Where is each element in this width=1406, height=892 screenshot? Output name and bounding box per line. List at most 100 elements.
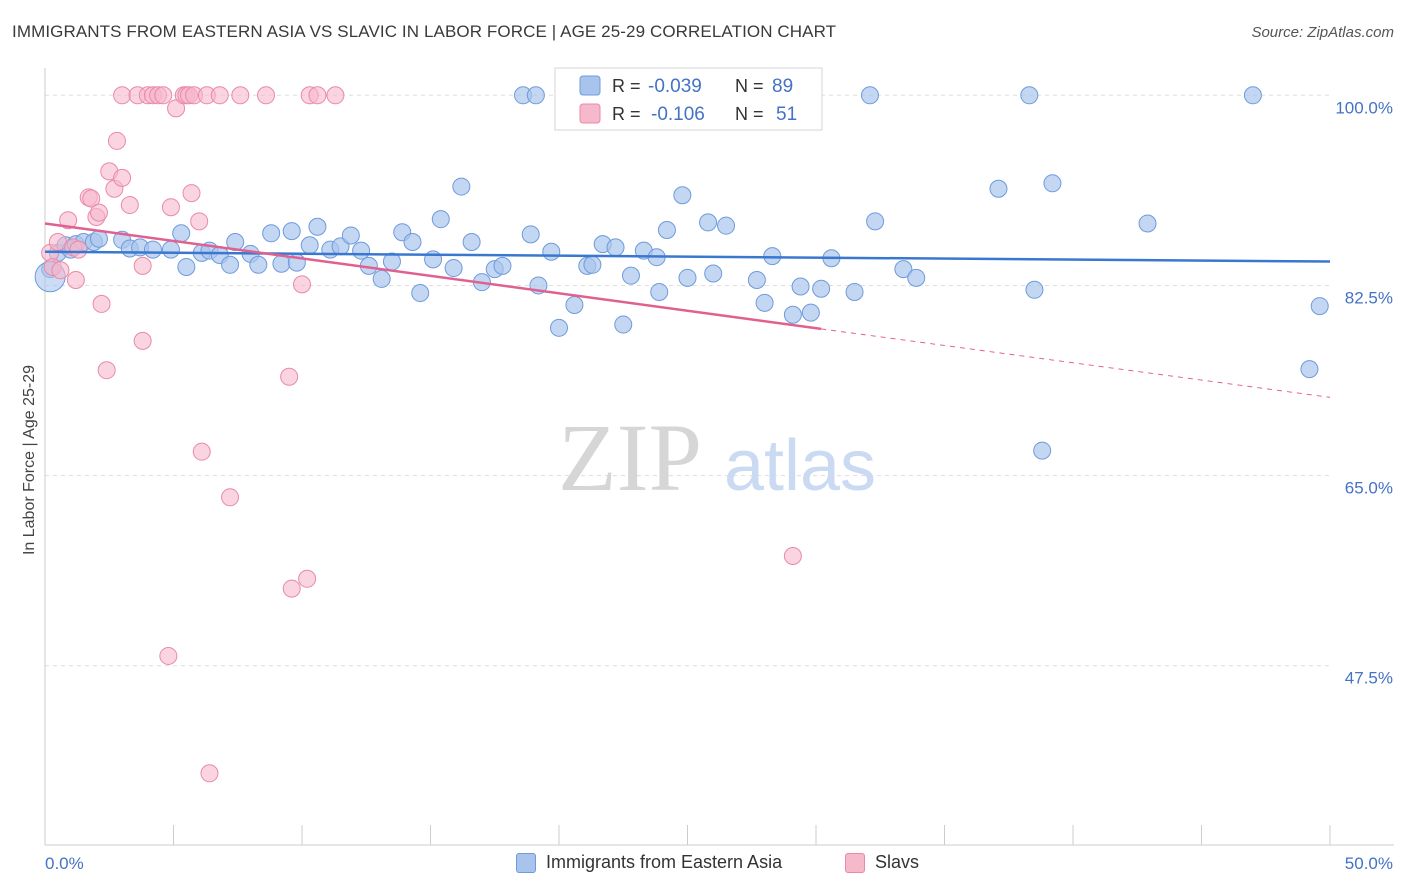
point-blue-78 bbox=[866, 212, 885, 231]
point-blue-33 bbox=[372, 269, 391, 288]
blue-swatch bbox=[516, 852, 536, 873]
point-blue-14 bbox=[177, 257, 196, 276]
legend-r-value-1: -0.039 bbox=[648, 76, 702, 97]
point-pink-35 bbox=[190, 212, 209, 231]
point-blue-86 bbox=[1138, 214, 1157, 233]
point-blue-45 bbox=[493, 256, 512, 275]
legend-r-label-2: R = bbox=[612, 104, 641, 124]
point-blue-85 bbox=[1043, 174, 1062, 193]
point-blue-67 bbox=[717, 216, 736, 235]
x-tick-labels: 0.0% 50.0% bbox=[45, 854, 1393, 873]
point-blue-42 bbox=[462, 232, 481, 251]
point-blue-36 bbox=[403, 232, 422, 251]
point-blue-82 bbox=[1020, 86, 1039, 105]
point-pink-21 bbox=[133, 256, 152, 275]
point-pink-22 bbox=[133, 331, 152, 350]
point-blue-66 bbox=[704, 264, 723, 283]
y-tick-label-0: 100.0% bbox=[1335, 98, 1393, 117]
series-slavs bbox=[41, 86, 802, 783]
point-blue-23 bbox=[272, 254, 291, 273]
point-blue-58 bbox=[621, 266, 640, 285]
legend-r-label-1: R = bbox=[612, 76, 641, 96]
point-pink-28 bbox=[161, 198, 180, 217]
bottom-legend-item-blue: Immigrants from Eastern Asia bbox=[516, 852, 782, 873]
point-pink-19 bbox=[113, 86, 132, 105]
watermark-atlas: atlas bbox=[724, 426, 876, 506]
point-pink-48 bbox=[308, 86, 327, 105]
point-pink-39 bbox=[210, 86, 229, 105]
point-blue-80 bbox=[907, 268, 926, 287]
point-blue-63 bbox=[673, 186, 692, 205]
point-blue-69 bbox=[755, 293, 774, 312]
watermark-zip: ZIP bbox=[558, 404, 702, 511]
trend-line-blue bbox=[44, 250, 1331, 263]
point-blue-77 bbox=[860, 86, 879, 105]
watermark: ZIP atlas bbox=[558, 404, 876, 511]
point-blue-27 bbox=[308, 217, 327, 236]
point-blue-88 bbox=[1310, 297, 1329, 316]
point-blue-74 bbox=[812, 279, 831, 298]
series-immigrants-eastern-asia bbox=[34, 86, 1329, 460]
point-blue-38 bbox=[424, 250, 443, 269]
x-tick-label-0: 0.0% bbox=[45, 854, 84, 873]
point-blue-84 bbox=[1033, 441, 1052, 460]
point-pink-49 bbox=[326, 86, 345, 105]
bottom-legend-item-pink: Slavs bbox=[845, 852, 919, 873]
legend-swatch-pink bbox=[579, 103, 601, 124]
trend-line-pink bbox=[44, 222, 822, 331]
point-pink-26 bbox=[154, 86, 173, 105]
point-pink-50 bbox=[783, 546, 802, 565]
point-blue-12 bbox=[161, 240, 180, 259]
y-tick-label-1: 82.5% bbox=[1345, 288, 1393, 307]
point-pink-2 bbox=[48, 232, 67, 251]
point-blue-79 bbox=[894, 260, 913, 279]
point-blue-52 bbox=[565, 295, 584, 314]
legend-n-label-1: N = bbox=[735, 76, 764, 96]
point-blue-62 bbox=[657, 221, 676, 240]
point-blue-30 bbox=[341, 226, 360, 245]
point-blue-56 bbox=[606, 238, 625, 257]
point-blue-51 bbox=[550, 318, 568, 337]
point-blue-72 bbox=[791, 277, 810, 296]
point-pink-41 bbox=[231, 86, 250, 105]
point-pink-43 bbox=[280, 367, 299, 386]
point-blue-26 bbox=[300, 236, 319, 255]
point-pink-38 bbox=[200, 764, 219, 783]
point-blue-71 bbox=[783, 305, 802, 324]
point-blue-22 bbox=[262, 224, 281, 243]
point-blue-13 bbox=[172, 224, 191, 243]
legend-n-label-2: N = bbox=[735, 104, 764, 124]
point-pink-45 bbox=[293, 275, 311, 294]
point-pink-11 bbox=[89, 203, 108, 222]
point-blue-24 bbox=[282, 222, 301, 241]
point-pink-40 bbox=[221, 488, 240, 507]
legend-n-value-1: 89 bbox=[772, 76, 793, 97]
point-pink-12 bbox=[92, 294, 111, 313]
grid-lines bbox=[45, 94, 1330, 667]
point-pink-44 bbox=[282, 579, 301, 598]
point-blue-61 bbox=[650, 282, 669, 301]
point-blue-73 bbox=[801, 303, 820, 322]
point-pink-9 bbox=[82, 189, 101, 208]
point-blue-50 bbox=[542, 242, 561, 261]
point-blue-81 bbox=[989, 179, 1008, 198]
point-pink-18 bbox=[120, 196, 139, 215]
point-pink-33 bbox=[182, 184, 201, 203]
point-blue-76 bbox=[845, 282, 864, 301]
point-pink-7 bbox=[69, 240, 88, 259]
point-blue-54 bbox=[583, 255, 602, 274]
trend-lines bbox=[44, 222, 1331, 398]
point-blue-41 bbox=[452, 177, 471, 196]
bottom-legend-label-blue: Immigrants from Eastern Asia bbox=[546, 852, 783, 872]
point-pink-4 bbox=[59, 211, 78, 230]
point-blue-68 bbox=[747, 271, 766, 290]
y-tick-label-2: 65.0% bbox=[1345, 479, 1393, 498]
point-pink-16 bbox=[107, 131, 126, 150]
point-blue-83 bbox=[1025, 280, 1044, 299]
point-blue-47 bbox=[521, 225, 540, 244]
x-tick-label-1: 50.0% bbox=[1345, 854, 1393, 873]
point-pink-42 bbox=[257, 86, 276, 105]
point-blue-64 bbox=[678, 268, 697, 287]
point-blue-65 bbox=[699, 213, 718, 232]
